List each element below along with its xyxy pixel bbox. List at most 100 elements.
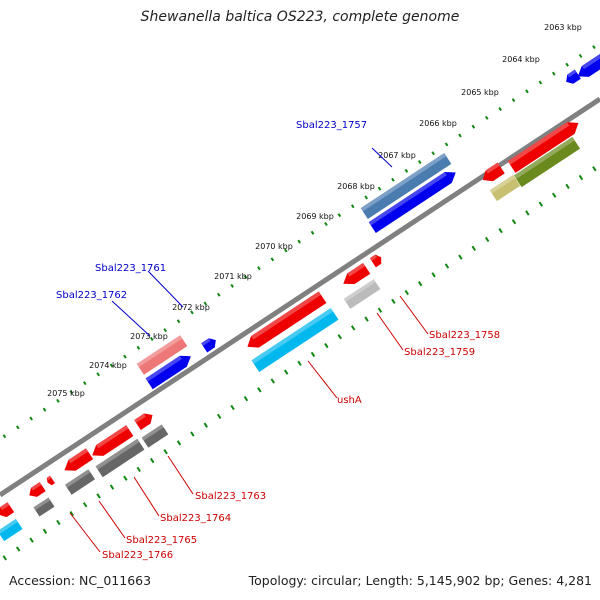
- inner-tick: [243, 396, 249, 402]
- kbp-label: 2072 kbp: [172, 303, 210, 312]
- gene-feature-highlight: [368, 171, 447, 226]
- gene-feature[interactable]: [360, 153, 452, 219]
- gene-feature[interactable]: [343, 279, 381, 309]
- inner-tick: [15, 546, 21, 552]
- outer-tick: [297, 239, 301, 244]
- gene-feature-highlight: [65, 469, 91, 488]
- outer-tick: [257, 266, 261, 271]
- outer-tick: [15, 425, 20, 430]
- tick-rings: [2, 45, 597, 561]
- gene-label-sbal223-1765[interactable]: Sbal223_1765: [126, 535, 197, 546]
- inner-tick: [350, 325, 356, 331]
- gene-feature[interactable]: [577, 52, 600, 77]
- gene-label-sbal223-1758[interactable]: Sbal223_1758: [429, 330, 500, 341]
- inner-tick: [310, 351, 316, 358]
- gene-feature-body: [369, 254, 382, 268]
- gene-label-sbal223-1764[interactable]: Sbal223_1764: [160, 513, 231, 524]
- inner-tick: [56, 519, 61, 526]
- inner-tick: [123, 475, 128, 481]
- gene-feature-highlight: [251, 291, 322, 340]
- gene-feature[interactable]: [247, 291, 327, 348]
- gene-label-sbal223-1759[interactable]: Sbal223_1759: [404, 347, 475, 358]
- gene-feature[interactable]: [136, 335, 188, 375]
- gene-feature[interactable]: [0, 502, 15, 518]
- kbp-label: 2074 kbp: [89, 361, 127, 370]
- gene-feature[interactable]: [134, 413, 153, 430]
- gene-feature[interactable]: [64, 448, 94, 471]
- gene-feature[interactable]: [369, 254, 382, 268]
- gene-feature-highlight: [136, 335, 183, 368]
- gene-feature-highlight: [134, 413, 146, 423]
- features: [0, 52, 600, 542]
- gene-label-sbal223-1763[interactable]: Sbal223_1763: [195, 491, 266, 502]
- gene-feature[interactable]: [566, 69, 581, 84]
- genome-backbone: [0, 96, 600, 498]
- gene-feature-body: [46, 475, 55, 486]
- gene-label-usha[interactable]: ushA: [337, 395, 362, 406]
- gene-feature[interactable]: [507, 122, 579, 173]
- outer-tick: [498, 106, 502, 112]
- inner-tick: [458, 254, 463, 260]
- inner-tick: [484, 236, 490, 243]
- gene-feature-highlight: [369, 254, 378, 261]
- gene-feature[interactable]: [141, 424, 169, 448]
- gene-feature-highlight: [251, 307, 334, 364]
- inner-tick: [190, 431, 195, 437]
- gene-labels: Sbal223_1757 Sbal223_1761 Sbal223_1762 Sbal…: [56, 120, 500, 561]
- outer-tick: [391, 177, 395, 182]
- gene-feature[interactable]: [343, 262, 371, 285]
- gene-feature[interactable]: [29, 482, 46, 497]
- gene-feature[interactable]: [92, 425, 134, 456]
- label-leader-line: [69, 512, 101, 553]
- gene-feature-body: [251, 307, 339, 373]
- gene-feature[interactable]: [201, 338, 216, 353]
- inner-tick: [82, 502, 88, 508]
- gene-feature-highlight: [360, 153, 447, 212]
- outer-tick: [123, 354, 127, 359]
- label-leader-line: [98, 500, 126, 539]
- gene-feature-body: [489, 174, 521, 202]
- gene-feature[interactable]: [33, 497, 55, 517]
- outer-tick: [310, 230, 315, 235]
- inner-tick: [96, 493, 101, 499]
- gene-feature[interactable]: [489, 174, 521, 202]
- label-leader-line: [111, 300, 151, 337]
- gene-label-sbal223-1761[interactable]: Sbal223_1761: [95, 263, 166, 274]
- gene-feature[interactable]: [368, 171, 456, 233]
- gene-feature-body: [95, 438, 145, 478]
- gene-feature-body: [360, 153, 452, 219]
- outer-tick: [350, 204, 355, 209]
- gene-feature-body: [482, 162, 505, 182]
- gene-feature[interactable]: [0, 518, 23, 542]
- inner-tick: [592, 166, 597, 172]
- outer-tick: [96, 372, 100, 377]
- gene-feature-body: [141, 424, 169, 448]
- inner-tick: [297, 360, 302, 366]
- gene-feature-highlight: [581, 53, 600, 70]
- gene-label-sbal223-1757[interactable]: Sbal223_1757: [296, 120, 367, 131]
- inner-tick: [551, 192, 557, 198]
- label-leaders: [69, 147, 429, 553]
- outer-tick: [163, 328, 167, 333]
- gene-feature-body: [136, 335, 188, 375]
- outer-tick: [2, 434, 7, 439]
- kbp-label: 2075 kbp: [47, 389, 85, 398]
- kbp-label: 2063 kbp: [544, 23, 582, 32]
- kbp-label: 2064 kbp: [502, 55, 540, 64]
- gene-feature[interactable]: [65, 469, 95, 495]
- gene-label-sbal223-1762[interactable]: Sbal223_1762: [56, 290, 127, 301]
- gene-feature[interactable]: [95, 438, 145, 478]
- gene-feature[interactable]: [46, 475, 55, 486]
- gene-feature-body: [507, 122, 579, 173]
- gene-feature[interactable]: [513, 136, 581, 188]
- inner-tick: [109, 484, 115, 490]
- outer-tick: [525, 89, 529, 94]
- gene-feature[interactable]: [145, 355, 191, 390]
- gene-feature[interactable]: [251, 307, 339, 373]
- gene-feature-body: [64, 448, 94, 471]
- gene-label-sbal223-1766[interactable]: Sbal223_1766: [102, 550, 173, 561]
- gene-feature-body: [343, 279, 381, 309]
- gene-feature-highlight: [0, 518, 18, 534]
- outer-tick: [136, 345, 141, 350]
- gene-feature[interactable]: [482, 162, 505, 182]
